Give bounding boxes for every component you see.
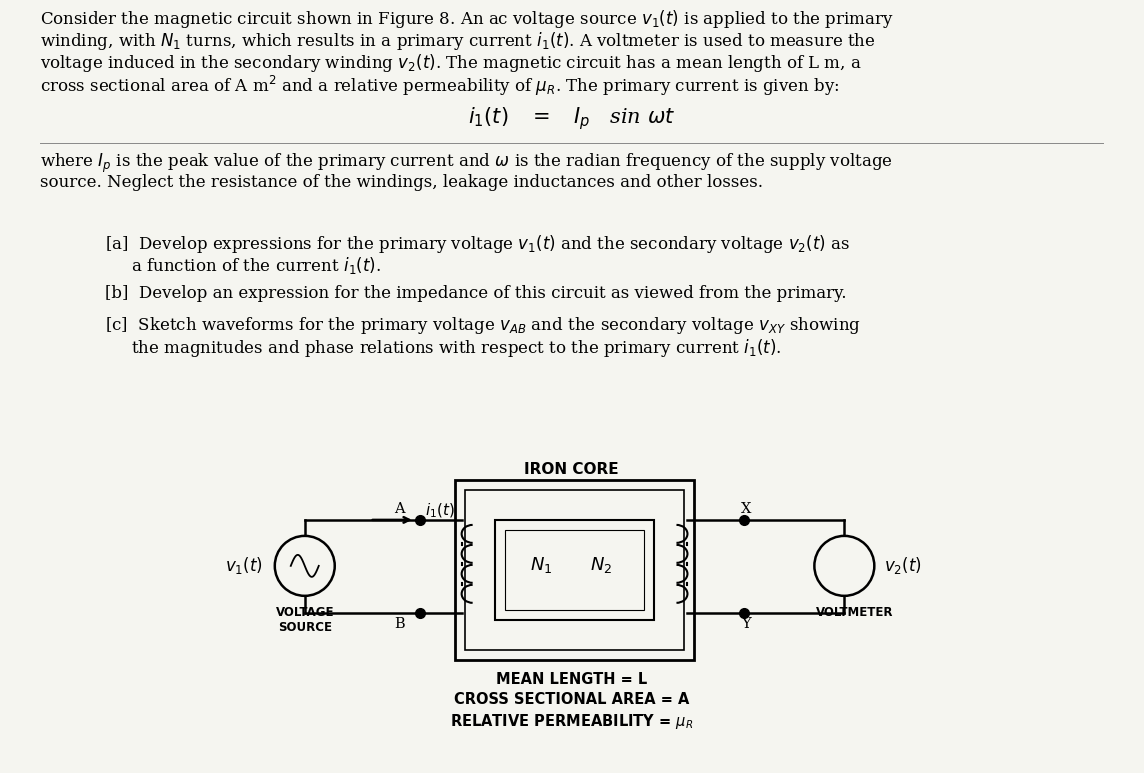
Text: Y: Y bbox=[741, 617, 752, 631]
Text: RELATIVE PERMEABILITY = $\mu_R$: RELATIVE PERMEABILITY = $\mu_R$ bbox=[450, 712, 693, 730]
Text: winding, with $N_1$ turns, which results in a primary current $i_1(t)$. A voltme: winding, with $N_1$ turns, which results… bbox=[40, 30, 875, 53]
Text: MEAN LENGTH = L: MEAN LENGTH = L bbox=[496, 672, 648, 686]
Text: $i_1(t)$   $=$   $I_p$   sin $\omega t$: $i_1(t)$ $=$ $I_p$ sin $\omega t$ bbox=[468, 105, 675, 132]
Text: $i_1(t)$: $i_1(t)$ bbox=[424, 502, 454, 520]
Text: VOLTAGE
SOURCE: VOLTAGE SOURCE bbox=[276, 606, 334, 634]
Text: source. Neglect the resistance of the windings, leakage inductances and other lo: source. Neglect the resistance of the wi… bbox=[40, 174, 763, 191]
Text: A: A bbox=[395, 502, 405, 516]
Bar bbox=[464, 490, 684, 650]
Bar bbox=[509, 535, 639, 604]
Text: VOLTMETER: VOLTMETER bbox=[816, 606, 893, 619]
Text: $N_2$: $N_2$ bbox=[590, 555, 613, 575]
Text: $v_2(t)$: $v_2(t)$ bbox=[884, 555, 922, 577]
Bar bbox=[505, 530, 644, 610]
Circle shape bbox=[815, 536, 874, 596]
Text: $v_1(t)$: $v_1(t)$ bbox=[225, 555, 263, 577]
Text: X: X bbox=[741, 502, 752, 516]
Text: B: B bbox=[395, 617, 405, 631]
Text: Consider the magnetic circuit shown in Figure 8. An ac voltage source $v_1(t)$ i: Consider the magnetic circuit shown in F… bbox=[40, 9, 893, 30]
Text: CROSS SECTIONAL AREA = A: CROSS SECTIONAL AREA = A bbox=[454, 692, 689, 707]
Text: cross sectional area of A m$^2$ and a relative permeability of $\mu_R$. The prim: cross sectional area of A m$^2$ and a re… bbox=[40, 74, 840, 98]
Text: a function of the current $i_1(t)$.: a function of the current $i_1(t)$. bbox=[130, 255, 381, 276]
Text: the magnitudes and phase relations with respect to the primary current $i_1(t)$.: the magnitudes and phase relations with … bbox=[130, 337, 781, 359]
Text: [b]  Develop an expression for the impedance of this circuit as viewed from the : [b] Develop an expression for the impeda… bbox=[105, 285, 847, 302]
Circle shape bbox=[275, 536, 335, 596]
Bar bbox=[454, 480, 694, 660]
Text: $N_1$: $N_1$ bbox=[531, 555, 553, 575]
Text: [c]  Sketch waveforms for the primary voltage $v_{AB}$ and the secondary voltage: [c] Sketch waveforms for the primary vol… bbox=[105, 315, 861, 336]
Text: where $I_p$ is the peak value of the primary current and $\omega$ is the radian : where $I_p$ is the peak value of the pri… bbox=[40, 152, 892, 175]
Bar bbox=[494, 520, 654, 620]
Text: voltage induced in the secondary winding $v_2(t)$. The magnetic circuit has a me: voltage induced in the secondary winding… bbox=[40, 53, 861, 74]
Text: [a]  Develop expressions for the primary voltage $v_1(t)$ and the secondary volt: [a] Develop expressions for the primary … bbox=[105, 233, 850, 255]
Text: IRON CORE: IRON CORE bbox=[524, 462, 619, 477]
